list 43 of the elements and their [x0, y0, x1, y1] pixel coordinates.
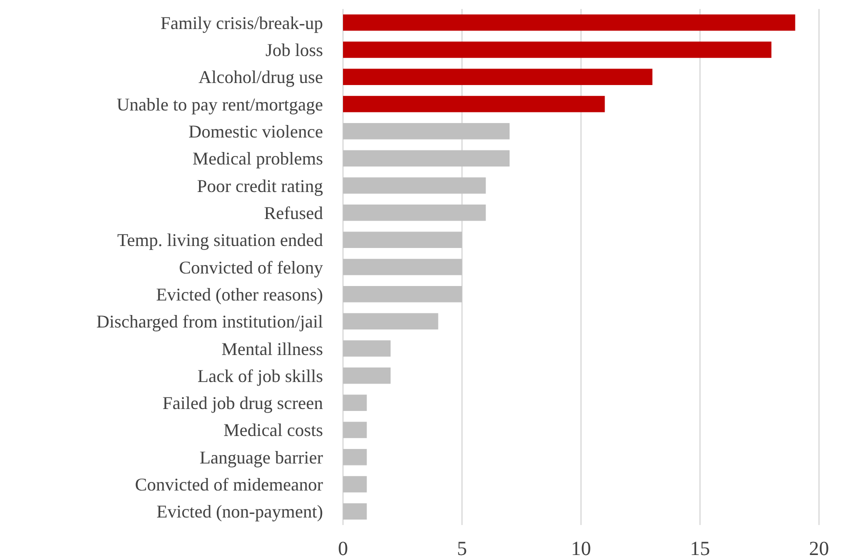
x-tick-label: 20: [809, 538, 829, 559]
bar: [343, 204, 486, 221]
y-tick-label: Alcohol/drug use: [198, 67, 324, 88]
x-tick-label: 15: [690, 538, 710, 559]
y-tick-label: Language barrier: [200, 447, 323, 468]
y-tick-label: Evicted (other reasons): [156, 284, 323, 304]
y-tick-label: Discharged from institution/jail: [96, 312, 323, 332]
bar: [343, 503, 367, 520]
y-tick-label: Convicted of felony: [179, 257, 323, 278]
bar: [343, 258, 462, 276]
y-tick-label: Job loss: [265, 40, 323, 60]
bar: [343, 340, 391, 357]
y-tick-label: Temp. living situation ended: [117, 230, 323, 250]
bar: [343, 394, 367, 411]
bar: [343, 96, 605, 112]
bar: [343, 177, 486, 194]
bar: [343, 313, 438, 330]
bar: [343, 68, 652, 86]
x-tick-label: 0: [338, 538, 348, 559]
y-tick-label: Refused: [264, 202, 323, 223]
bar: [343, 476, 367, 492]
bar: [343, 42, 772, 58]
y-tick-label: Family crisis/break-up: [160, 12, 323, 33]
bar: [343, 286, 462, 302]
bar: [343, 422, 367, 438]
y-tick-label: Lack of job skills: [198, 366, 323, 386]
bar: [343, 232, 462, 248]
bar: [343, 14, 796, 31]
bar: [343, 123, 510, 140]
x-tick-label: 10: [571, 538, 591, 559]
bar: [343, 150, 510, 167]
bar: [343, 367, 391, 384]
y-tick-label: Domestic violence: [188, 122, 323, 142]
y-tick-label: Poor credit rating: [197, 176, 323, 196]
y-tick-label: Convicted of midemeanor: [135, 474, 323, 495]
x-tick-label: 5: [457, 538, 467, 559]
y-tick-label: Medical problems: [192, 148, 323, 169]
y-tick-label: Medical costs: [224, 420, 323, 440]
bar: [343, 448, 367, 466]
y-tick-label: Unable to pay rent/mortgage: [116, 94, 323, 114]
y-tick-label: Mental illness: [222, 338, 323, 359]
y-tick-label: Evicted (non-payment): [156, 502, 323, 522]
y-tick-label: Failed job drug screen: [162, 393, 323, 414]
